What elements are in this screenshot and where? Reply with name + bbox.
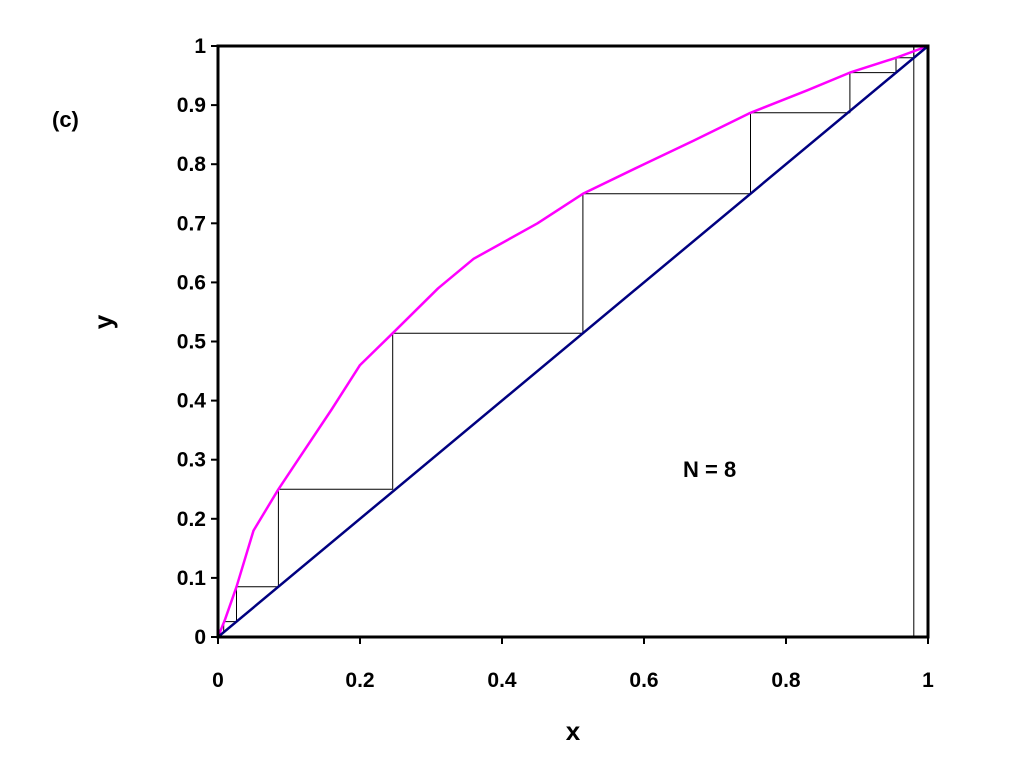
y-tick-label: 0 [194, 626, 206, 649]
y-tick-label: 1 [194, 35, 206, 58]
y-tick-label: 0.8 [177, 153, 207, 176]
x-tick-label: 0 [212, 669, 224, 692]
equilibrium-curve [216, 44, 929, 638]
series-layer [216, 44, 929, 638]
y-tick-label: 0.4 [177, 390, 207, 413]
y-axis-ticks: 0 0.1 0.2 0.3 0.4 0.5 0.6 0.7 0.8 0.9 1 [177, 35, 218, 649]
y-tick-label: 0.1 [177, 567, 207, 590]
y-tick-label: 0.6 [177, 271, 206, 294]
y-tick-label: 0.5 [177, 331, 207, 354]
y-tick-label: 0.7 [177, 212, 206, 235]
x-tick-label: 1 [922, 669, 934, 692]
x-tick-label: 0.4 [487, 669, 517, 692]
x-axis-label: x [566, 716, 581, 746]
y-tick-label: 0.3 [177, 449, 206, 472]
x-tick-label: 0.2 [345, 669, 374, 692]
panel-label: (c) [52, 107, 79, 132]
y-axis-label: y [88, 314, 118, 329]
annotation-n: N = 8 [683, 457, 736, 482]
x-tick-label: 0.8 [771, 669, 801, 692]
y-tick-label: 0.2 [177, 508, 206, 531]
x-tick-label: 0.6 [629, 669, 658, 692]
diagonal-line [217, 45, 929, 638]
x-axis-ticks: 0 0.2 0.4 0.6 0.8 1 [212, 637, 934, 692]
y-tick-label: 0.9 [177, 94, 206, 117]
